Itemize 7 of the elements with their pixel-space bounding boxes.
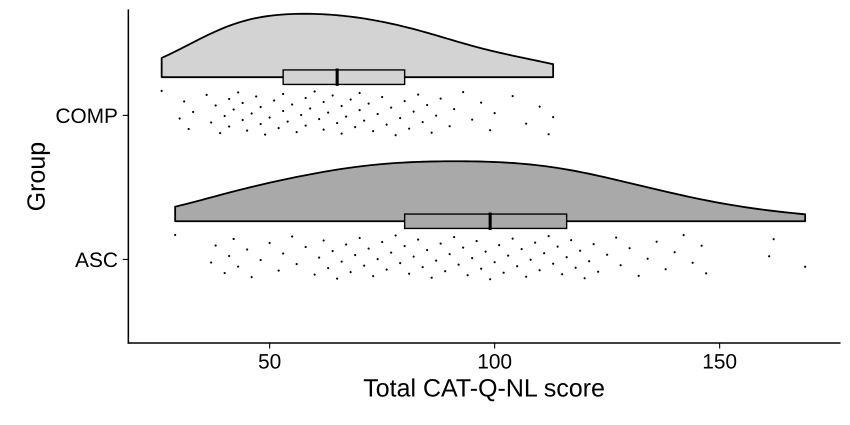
x-tick-label: 50 — [258, 354, 280, 369]
y-tick-label: ASC — [75, 252, 118, 268]
x-axis-title: Total CAT-Q-NL score — [364, 378, 604, 402]
y-tick-label: COMP — [56, 108, 117, 124]
y-axis-title: Group — [27, 142, 50, 210]
x-tick-label: 150 — [704, 354, 736, 369]
x-tick-label: 100 — [478, 354, 512, 369]
